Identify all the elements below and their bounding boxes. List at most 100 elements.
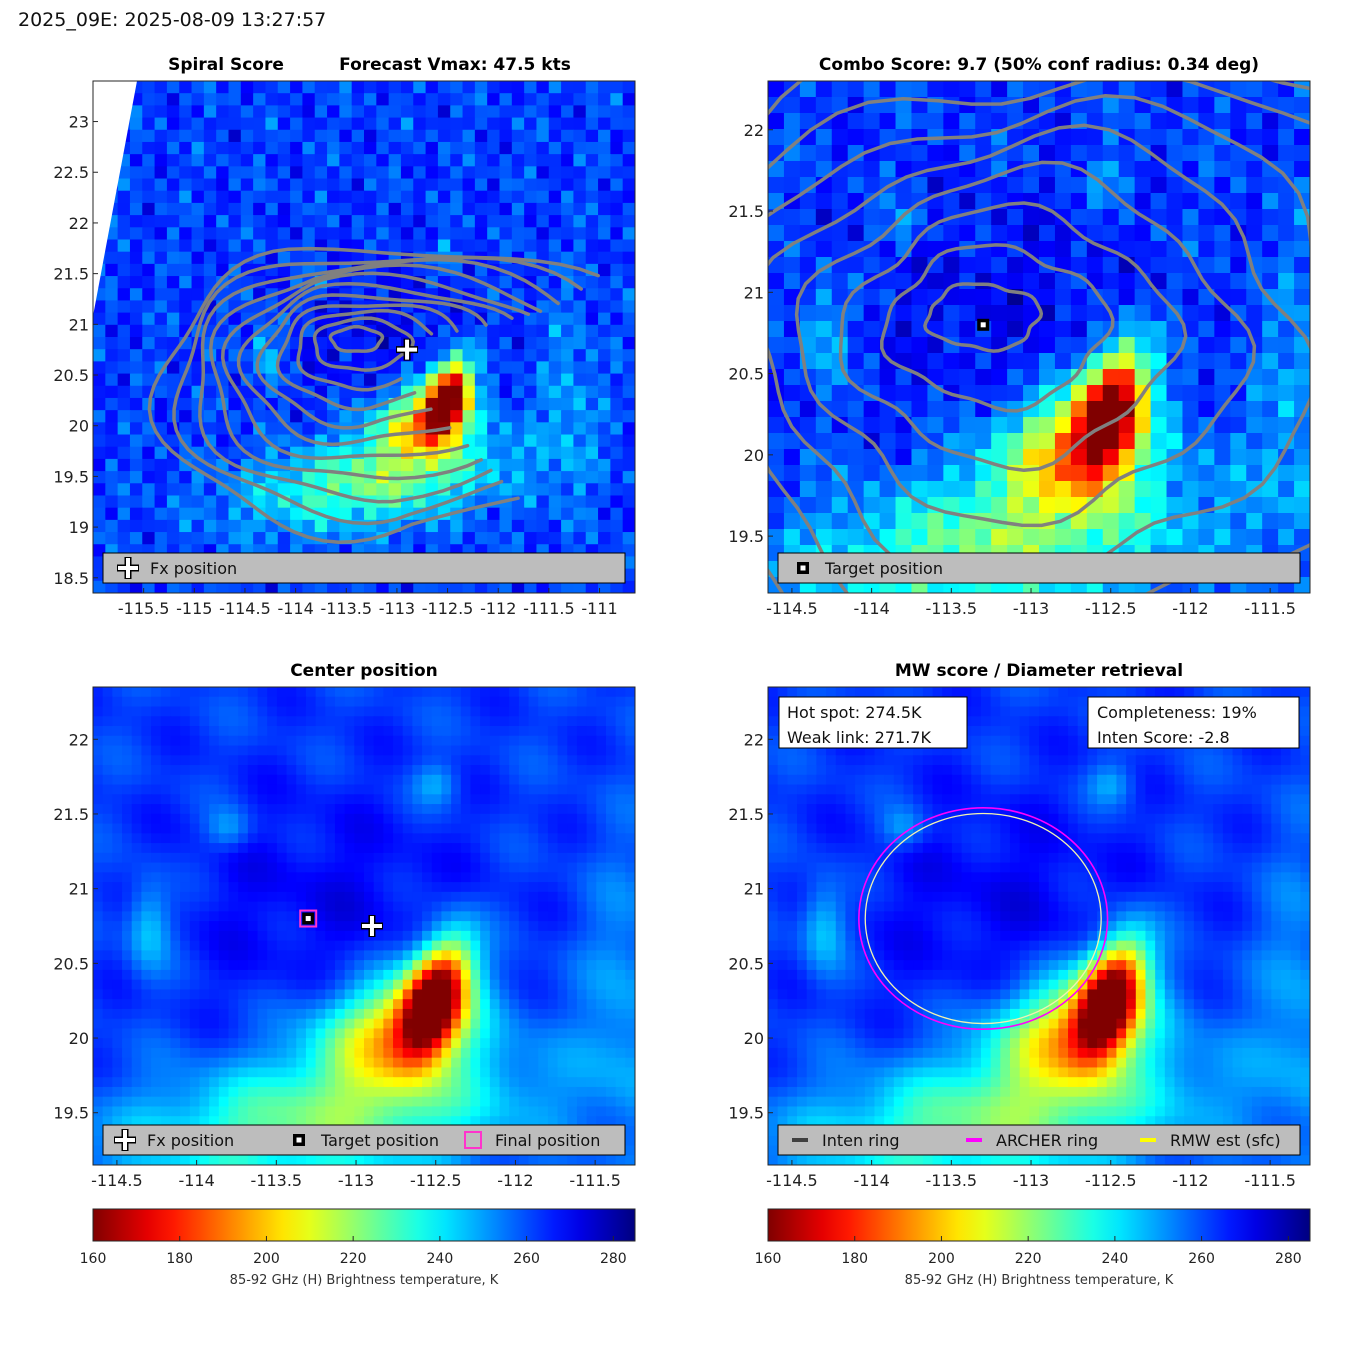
heatmap-cell (536, 276, 550, 289)
heatmap-cell (218, 784, 230, 795)
heatmap-cell (265, 117, 279, 131)
heatmap-cell (344, 1008, 355, 1020)
heatmap-cell (437, 93, 451, 106)
heatmap-cell (625, 999, 635, 1010)
heatmap-cell (895, 321, 913, 338)
heatmap-cell (228, 765, 239, 776)
heatmap-cell (344, 852, 355, 864)
heatmap-cell (509, 989, 520, 1000)
heatmap-cell (189, 813, 201, 825)
heatmap-cell (538, 755, 549, 766)
heatmap-cell (625, 901, 635, 912)
heatmap-cell (191, 215, 205, 228)
heatmap-cell (1134, 321, 1152, 338)
heatmap-cell (247, 735, 259, 747)
heatmap-cell (585, 495, 599, 509)
heatmap-cell (267, 930, 278, 942)
heatmap-cell (518, 735, 530, 747)
heatmap-cell (388, 483, 402, 497)
heatmap-cell (112, 872, 123, 883)
heatmap-cell (783, 513, 801, 530)
heatmap-cell (339, 105, 353, 119)
heatmap-cell (131, 813, 142, 825)
heatmap-cell (1214, 433, 1231, 450)
heatmap-cell (911, 305, 929, 322)
heatmap-cell (480, 804, 491, 815)
heatmap-cell (975, 433, 992, 450)
heatmap-cell (122, 940, 133, 951)
heatmap-cell (154, 471, 168, 484)
heatmap-cell (585, 458, 599, 472)
heatmap-cell (142, 471, 156, 484)
heatmap-cell (286, 804, 297, 815)
heatmap-cell (422, 930, 433, 942)
heatmap-cell (142, 312, 156, 326)
heatmap-cell (240, 178, 254, 192)
heatmap-cell (561, 81, 575, 94)
heatmap-cell (625, 872, 635, 883)
heatmap-cell (105, 263, 119, 277)
heatmap-cell (376, 129, 390, 143)
heatmap-cell (170, 774, 181, 786)
heatmap-cell (199, 862, 210, 873)
heatmap-cell (151, 833, 162, 844)
heatmap-cell (480, 921, 491, 932)
heatmap-cell (511, 434, 525, 448)
heatmap-cell (179, 349, 193, 362)
heatmap-cell (180, 852, 191, 864)
heatmap-cell (615, 930, 626, 942)
heatmap-cell (462, 263, 476, 277)
heatmap-cell (518, 745, 530, 756)
heatmap-cell (460, 901, 472, 912)
heatmap-cell (325, 1008, 336, 1020)
heatmap-cell (286, 950, 297, 961)
heatmap-cell (180, 882, 191, 893)
heatmap-cell (166, 483, 180, 497)
heatmap-cell (437, 105, 451, 119)
heatmap-cell (1294, 177, 1310, 194)
heatmap-cell (1262, 113, 1279, 130)
heatmap-cell (536, 337, 550, 350)
heatmap-cell (422, 726, 433, 737)
heatmap-cell (511, 446, 525, 460)
heatmap-cell (117, 373, 131, 387)
heatmap-cell (536, 129, 550, 143)
heatmap-cell (1102, 465, 1120, 482)
heatmap-cell (437, 227, 451, 241)
heatmap-cell (1262, 337, 1279, 354)
heatmap-cell (238, 774, 249, 786)
heatmap-cell (799, 129, 817, 146)
heatmap-cell (518, 696, 530, 708)
heatmap-cell (499, 872, 510, 883)
heatmap-cell (596, 911, 607, 922)
heatmap-cell (170, 960, 181, 971)
heatmap-cell (1246, 161, 1263, 178)
heatmap-cell (315, 843, 326, 854)
heatmap-cell (93, 989, 104, 1000)
heatmap-cell (431, 804, 443, 815)
heatmap-cell (216, 507, 230, 521)
heatmap-cell (354, 755, 365, 766)
heatmap-cell (489, 969, 501, 981)
heatmap-cell (393, 960, 404, 971)
heatmap-cell (1134, 225, 1152, 242)
heatmap-cell (354, 687, 365, 698)
heatmap-cell (265, 202, 279, 216)
heatmap-cell (296, 979, 307, 991)
heatmap-cell (218, 921, 230, 932)
heatmap-cell (228, 882, 239, 893)
heatmap-cell (393, 882, 404, 893)
heatmap-cell (218, 745, 230, 756)
heatmap-cell (383, 755, 394, 766)
heatmap-cell (373, 999, 384, 1010)
heatmap-cell (105, 361, 119, 375)
heatmap-cell (1070, 385, 1088, 402)
heatmap-cell (450, 276, 464, 289)
heatmap-cell (1166, 177, 1184, 194)
heatmap-cell (364, 784, 375, 795)
heatmap-cell (315, 882, 326, 893)
heatmap-cell (576, 862, 588, 873)
heatmap-cell (518, 950, 530, 961)
heatmap-cell (538, 696, 549, 708)
heatmap-cell (191, 507, 205, 521)
